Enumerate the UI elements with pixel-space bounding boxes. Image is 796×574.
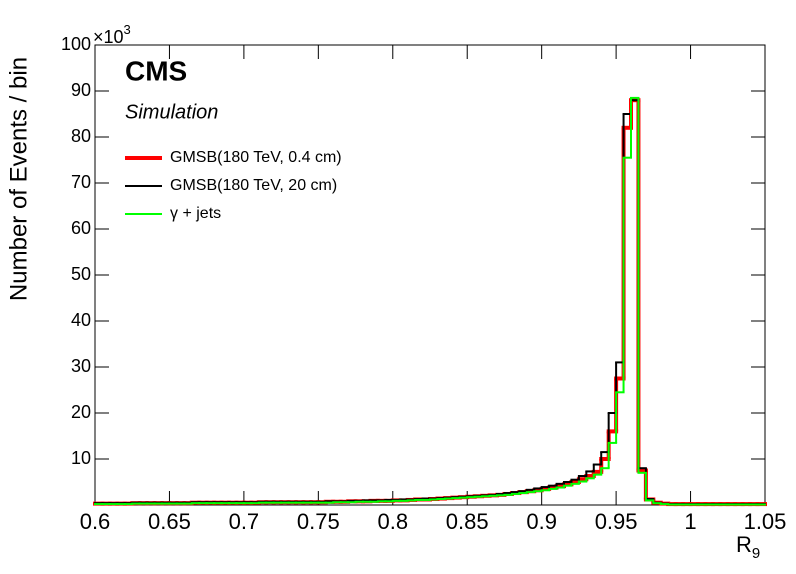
x-tick-label: 0.95 (595, 509, 638, 534)
legend-label: GMSB(180 TeV, 20 cm) (170, 177, 337, 194)
y-axis-label: Number of Events / bin (5, 57, 32, 301)
y-tick-label: 50 (71, 264, 91, 284)
x-tick-label: 0.65 (148, 509, 191, 534)
x-label-subscript: 9 (752, 545, 760, 562)
multiplier-base: ×10 (93, 27, 124, 47)
x-tick-label: 0.6 (80, 509, 111, 534)
subtitle: Simulation (125, 101, 218, 123)
x-tick-label: 1.05 (744, 509, 787, 534)
x-label-main: R (736, 532, 752, 557)
axis-multiplier: ×103 (93, 22, 131, 46)
y-tick-label: 20 (71, 402, 91, 422)
x-tick-label: 0.9 (526, 509, 557, 534)
y-tick-label: 100 (61, 34, 91, 54)
legend-label: γ + jets (170, 205, 221, 222)
y-tick-label: 60 (71, 218, 91, 238)
y-tick-label: 80 (71, 126, 91, 146)
y-tick-label: 40 (71, 310, 91, 330)
x-tick-label: 0.75 (297, 509, 340, 534)
multiplier-exponent: 3 (124, 22, 131, 37)
experiment-label: CMS (125, 55, 187, 86)
x-tick-label: 0.8 (377, 509, 408, 534)
y-tick-label: 90 (71, 80, 91, 100)
x-tick-label: 0.7 (229, 509, 260, 534)
y-tick-label: 70 (71, 172, 91, 192)
x-tick-label: 1 (684, 509, 696, 534)
x-tick-label: 0.85 (446, 509, 489, 534)
y-tick-label: 30 (71, 356, 91, 376)
y-tick-label: 10 (71, 448, 91, 468)
x-axis-label: R9 (736, 532, 760, 562)
legend-label: GMSB(180 TeV, 0.4 cm) (170, 149, 342, 166)
